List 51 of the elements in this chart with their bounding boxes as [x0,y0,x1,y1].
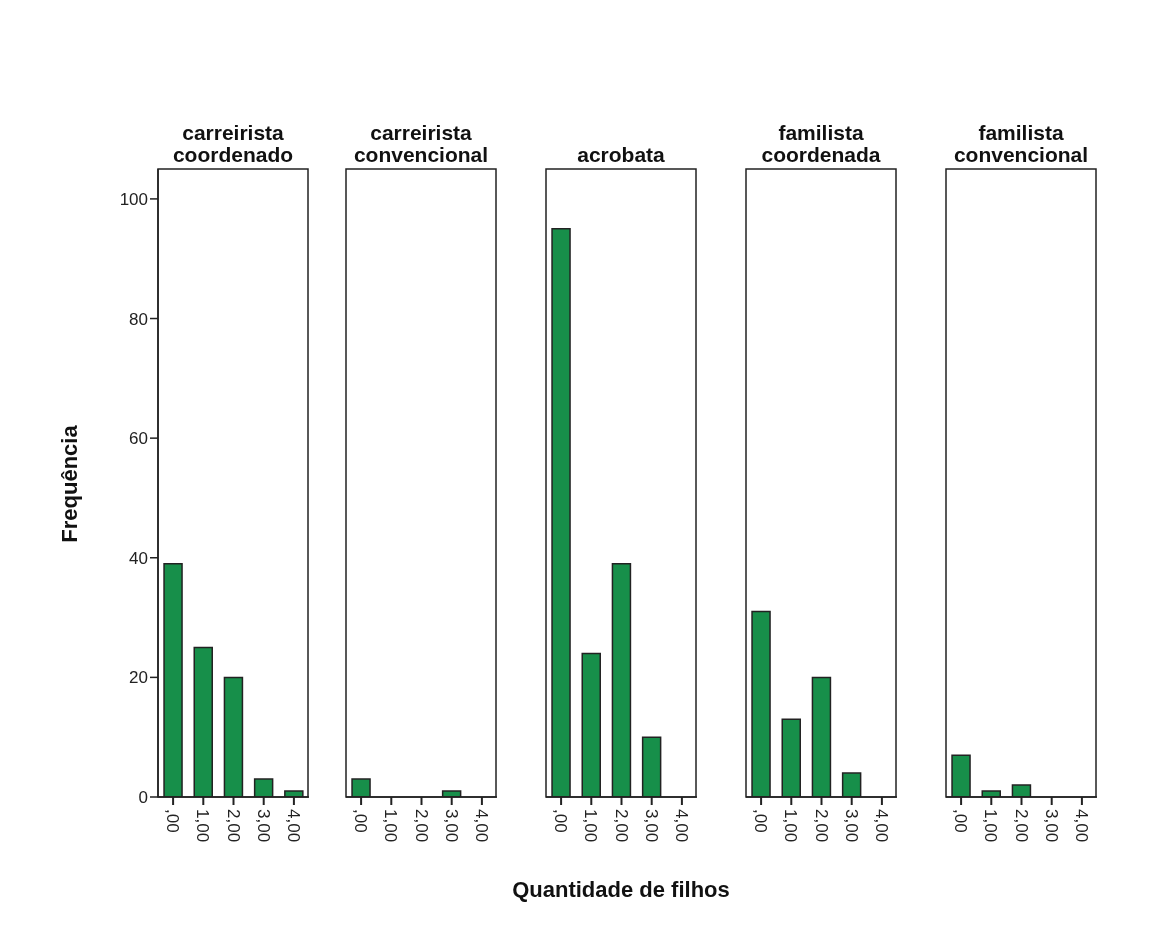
bar [193,646,213,797]
x-tick-label: 2,00 [811,809,831,843]
x-tick-label: ,00 [163,809,183,833]
bar [641,736,662,797]
y-tick-label: 60 [129,429,148,449]
x-tick-label: 1,00 [381,809,401,843]
chart-title: familista coordenada [760,120,882,166]
chart-title: carreirista coordenado [171,120,295,166]
x-tick-label: 2,00 [1011,809,1031,843]
x-tick-label: ,00 [751,809,771,833]
y-tick-label: 100 [119,189,148,209]
x-tick-label: 4,00 [871,809,891,843]
x-tick-label: 1,00 [781,809,801,843]
x-tick-label: ,00 [551,809,571,833]
chart-title: familista convencional [952,120,1090,166]
bar [163,562,183,797]
x-tick-label: 1,00 [581,809,601,843]
x-tick-label: 3,00 [1041,809,1061,843]
x-tick-label: 3,00 [253,809,273,843]
x-tick-label: 3,00 [641,809,661,843]
x-tick-label: 2,00 [223,809,243,843]
x-tick-label: 2,00 [411,809,431,843]
x-tick-label: 1,00 [981,809,1001,843]
bar [611,562,632,797]
bar [551,228,571,797]
bar [751,610,771,797]
bar [223,676,244,797]
x-tick-label: ,00 [951,809,971,833]
x-tick-label: 1,00 [193,809,213,843]
x-tick-label: 4,00 [1071,809,1091,843]
y-axis-title: Frequência [57,424,83,543]
y-tick-label: 20 [129,668,148,688]
bar [781,718,801,797]
x-tick-label: 4,00 [283,809,303,843]
x-tick-label: 3,00 [841,809,861,843]
x-tick-label: ,00 [351,809,371,833]
chart-title: acrobata [576,142,666,166]
y-tick-label: 40 [129,548,148,568]
x-tick-label: 4,00 [471,809,491,843]
x-tick-label: 4,00 [671,809,691,843]
y-tick-label: 0 [138,788,148,808]
y-tick-label: 80 [129,309,148,329]
bar [841,772,862,797]
x-tick-label: 3,00 [441,809,461,843]
x-axis-title: Quantidade de filhos [512,877,730,903]
bar [581,652,601,797]
bar [284,790,304,797]
x-tick-label: 2,00 [611,809,631,843]
bar [811,676,832,797]
bar [253,778,274,797]
chart-title: carreirista convencional [352,120,490,166]
